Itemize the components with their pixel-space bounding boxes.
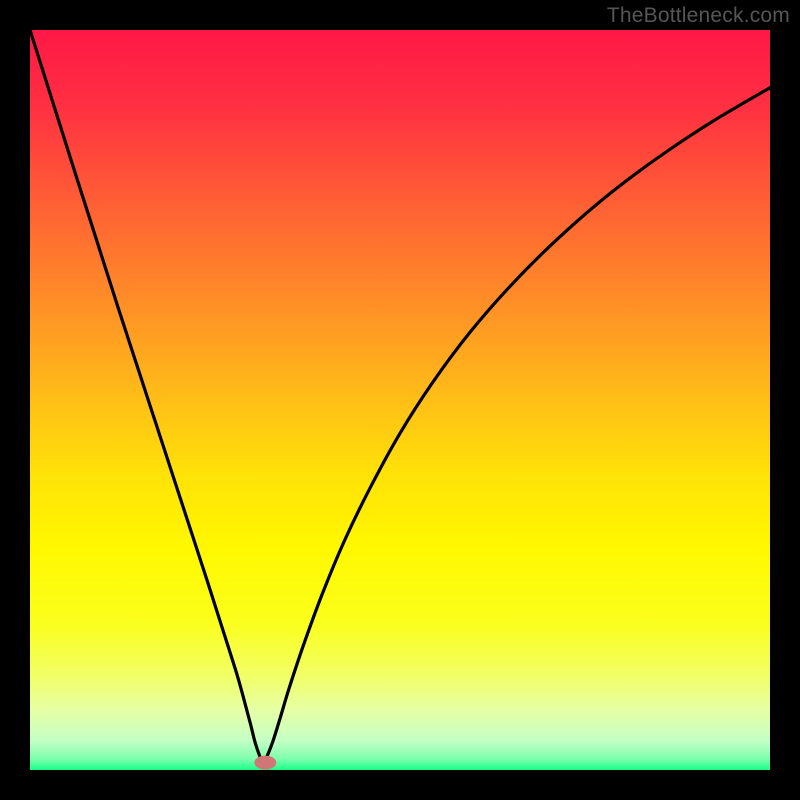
chart-svg — [0, 0, 800, 800]
plot-background — [30, 30, 770, 770]
bottleneck-chart: TheBottleneck.com — [0, 0, 800, 800]
optimal-marker — [254, 756, 276, 770]
watermark-text: TheBottleneck.com — [607, 4, 790, 28]
